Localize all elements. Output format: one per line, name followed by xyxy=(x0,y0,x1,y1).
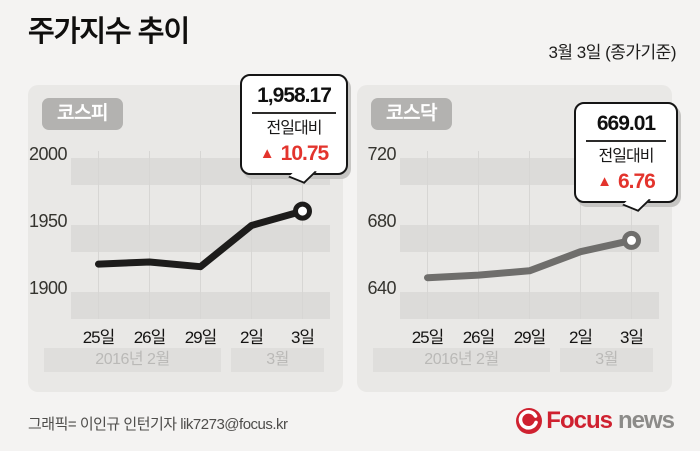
x-axis-tick-label: 26일 xyxy=(462,328,496,347)
y-axis-tick-label: 1950 xyxy=(28,211,68,231)
callout-divider xyxy=(252,112,336,114)
callout-divider xyxy=(586,140,666,142)
logo-brand-text: Focus xyxy=(546,407,613,434)
x-axis-tick-label: 2일 xyxy=(239,328,264,347)
kosdaq-change-value: 6.76 xyxy=(617,170,656,193)
month-band: 3월 xyxy=(231,348,324,372)
x-axis-tick-label: 3일 xyxy=(619,328,644,347)
x-axis-tick-label: 29일 xyxy=(184,328,218,347)
kospi-change-label: 전일대비 xyxy=(266,120,323,137)
plot-gridline xyxy=(478,151,479,319)
series-line-svg xyxy=(424,230,641,282)
kosdaq-callout: 669.01 전일대비 ▲ 6.76 xyxy=(574,102,678,212)
kospi-latest-value: 1,958.17 xyxy=(257,84,332,107)
x-axis-tick-label: 29일 xyxy=(513,328,547,347)
plot-gridline xyxy=(580,151,581,319)
plot-gridline xyxy=(529,151,530,319)
kosdaq-change-row: ▲ 6.76 xyxy=(582,170,670,193)
plot-gridline xyxy=(98,151,99,319)
kosdaq-plot-area: 720 680 640 25일 26일 29일 2일 3일 2016년 2월 3월 xyxy=(357,85,672,392)
kospi-callout: 1,958.17 전일대비 ▲ 10.75 xyxy=(240,74,348,184)
footer: 그래픽= 이인규 인턴기자 lik7273@focus.kr Focus new… xyxy=(28,405,675,441)
plot-gridline xyxy=(251,151,252,319)
x-axis-tick-label: 25일 xyxy=(411,328,445,347)
focus-news-logo: Focus news xyxy=(516,407,675,435)
focus-swirl-icon xyxy=(516,408,543,434)
plot-gridline xyxy=(149,151,150,319)
kospi-change-row: ▲ 10.75 xyxy=(248,142,340,165)
y-axis-tick-label: 680 xyxy=(367,211,396,231)
x-axis-tick-label: 26일 xyxy=(133,328,167,347)
month-band: 3월 xyxy=(560,348,653,372)
index-line xyxy=(95,207,306,271)
x-axis-tick-label: 25일 xyxy=(82,328,116,347)
kospi-badge: 코스피 xyxy=(42,98,123,130)
y-axis-tick-label: 640 xyxy=(367,278,396,298)
y-axis-tick-label: 1900 xyxy=(28,278,68,298)
month-band: 2016년 2월 xyxy=(373,348,550,372)
latest-point-marker xyxy=(622,230,641,250)
kosdaq-latest-value: 669.01 xyxy=(596,112,656,135)
credit-line: 그래픽= 이인규 인턴기자 lik7273@focus.kr xyxy=(28,416,288,433)
date-label: 3월 3일 (종가기준) xyxy=(548,43,676,62)
kospi-change-value: 10.75 xyxy=(280,142,330,165)
x-axis-tick-label: 2일 xyxy=(568,328,593,347)
up-arrow-icon: ▲ xyxy=(597,172,612,190)
index-line xyxy=(424,236,635,282)
charts-row: 2000 1950 1900 25일 26일 29일 2일 3일 2016년 2월 3월 코스피 … xyxy=(28,74,678,392)
series-line-svg xyxy=(95,201,312,271)
y-axis-tick-label: 2000 xyxy=(28,144,68,164)
header: 주가지수 추이 3월 3일 (종가기준) xyxy=(28,14,676,66)
kosdaq-badge: 코스닥 xyxy=(371,98,452,130)
month-band: 2016년 2월 xyxy=(44,348,221,372)
plot-gridline xyxy=(200,151,201,319)
plot-gridline xyxy=(302,151,303,319)
y-axis-tick-label: 720 xyxy=(367,144,396,164)
kospi-chart-panel: 2000 1950 1900 25일 26일 29일 2일 3일 2016년 2월 3월 코스피 … xyxy=(28,74,348,392)
x-axis-tick-label: 3일 xyxy=(290,328,315,347)
plot-gridline xyxy=(427,151,428,319)
up-arrow-icon: ▲ xyxy=(259,144,275,162)
latest-point-marker xyxy=(293,201,312,221)
page-title: 주가지수 추이 xyxy=(28,16,190,48)
logo-suffix-text: news xyxy=(617,407,675,434)
kosdaq-chart-panel: 720 680 640 25일 26일 29일 2일 3일 2016년 2월 3월 코스닥 669… xyxy=(357,85,678,392)
kosdaq-change-label: 전일대비 xyxy=(598,148,655,165)
